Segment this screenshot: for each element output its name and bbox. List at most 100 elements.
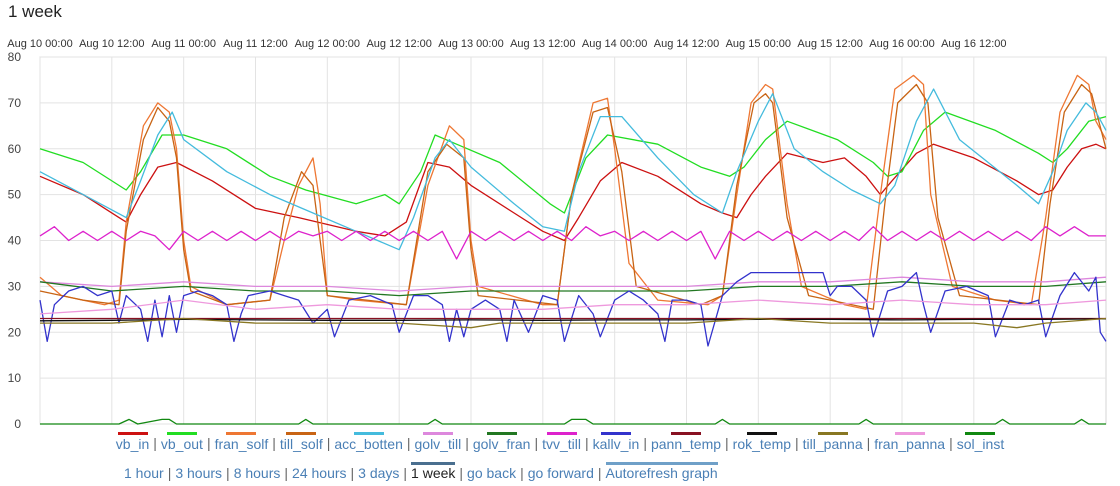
range-link-8-hours[interactable]: 8 hours (234, 462, 281, 481)
legend-swatch (117, 432, 148, 435)
range-link-24-hours[interactable]: 24 hours (292, 462, 346, 481)
legend-label: golv_till (414, 436, 462, 452)
range-indicator (605, 462, 718, 465)
x-tick-label: Aug 13 12:00 (510, 38, 575, 50)
legend-swatch (965, 432, 996, 435)
legend-item-golv-fran[interactable]: golv_fran (472, 432, 531, 452)
legend-separator: | (272, 435, 276, 451)
x-tick-label: Aug 11 12:00 (223, 38, 288, 50)
legend-separator: | (795, 435, 799, 451)
range-label: go back (467, 465, 517, 481)
page-title: 1 week (8, 2, 62, 21)
x-tick-label: Aug 10 12:00 (79, 38, 144, 50)
range-link-3-hours[interactable]: 3 hours (175, 462, 222, 481)
y-tick-label: 40 (8, 234, 22, 248)
legend-separator: | (725, 435, 729, 451)
legend-item-golv-till[interactable]: golv_till (414, 432, 462, 452)
legend-label: sol_inst (956, 436, 1005, 452)
range-link-go-back[interactable]: go back (467, 462, 516, 481)
range-link-3-days[interactable]: 3 days (358, 462, 399, 481)
legend-label: vb_out (160, 436, 203, 452)
legend-item-vb-in[interactable]: vb_in (116, 432, 149, 452)
legend-label: golv_fran (472, 436, 531, 452)
series-line-till-panna (40, 317, 1107, 329)
legend: vb_in | vb_out | fran_solf | till_solf | acc_bot… (0, 432, 1120, 452)
legend-label: till_panna (802, 436, 863, 452)
legend-item-pann-temp[interactable]: pann_temp (651, 432, 721, 452)
range-label: Autorefresh graph (605, 465, 718, 481)
legend-swatch (166, 432, 197, 435)
legend-swatch (671, 432, 701, 435)
series-line-fran-panna (39, 299, 1107, 315)
y-tick-label: 0 (14, 417, 21, 431)
range-link-1-hour[interactable]: 1 hour (124, 462, 164, 481)
legend-label: fran_solf (214, 436, 269, 452)
legend-swatch (486, 432, 517, 435)
legend-item-fran-solf[interactable]: fran_solf (214, 432, 269, 452)
y-tick-label: 70 (8, 96, 22, 110)
range-label: 3 days (358, 465, 400, 481)
y-tick-label: 60 (8, 142, 22, 156)
legend-label: till_solf (279, 436, 323, 452)
legend-swatch (422, 432, 453, 435)
legend-swatch (600, 432, 631, 435)
legend-separator: | (949, 435, 953, 451)
series-line-tvv-till (39, 226, 1106, 260)
range-separator: | (284, 465, 289, 481)
legend-swatch (746, 432, 777, 435)
x-tick-label: Aug 15 00:00 (726, 38, 791, 50)
legend-item-sol-inst[interactable]: sol_inst (957, 432, 1004, 452)
legend-swatch (286, 432, 317, 435)
time-range-nav: 1 hour | 3 hours | 8 hours | 24 hours | 3 days | 1… (124, 462, 718, 481)
legend-swatch (546, 432, 577, 435)
series-lines (39, 74, 1107, 425)
y-tick-label: 20 (8, 325, 22, 339)
series-line-kallv-in (39, 271, 1107, 347)
series-line-till-solf (39, 83, 1107, 310)
legend-item-acc-botten[interactable]: acc_botten (334, 432, 403, 452)
x-tick-label: Aug 16 00:00 (869, 38, 934, 50)
x-tick-label: Aug 14 12:00 (654, 38, 719, 50)
range-separator: | (167, 465, 172, 481)
range-link-go-forward[interactable]: go forward (528, 462, 594, 481)
series-line-vb-in (39, 143, 1107, 242)
range-separator: | (520, 465, 524, 481)
range-label: 1 week (411, 465, 456, 481)
x-tick-label: Aug 11 00:00 (151, 38, 216, 50)
legend-label: fran_panna (874, 436, 946, 452)
legend-separator: | (206, 435, 211, 451)
legend-swatch (226, 432, 257, 435)
legend-item-tvv-till[interactable]: tvv_till (542, 432, 581, 452)
range-separator: | (403, 465, 408, 481)
range-separator: | (350, 465, 355, 481)
range-link-autorefresh-graph[interactable]: Autorefresh graph (605, 462, 718, 481)
legend-separator: | (584, 435, 589, 451)
series-line-rok-temp (39, 318, 1107, 322)
legend-label: kallv_in (592, 436, 640, 452)
legend-separator: | (153, 435, 157, 451)
range-link-1-week[interactable]: 1 week (411, 462, 456, 481)
x-tick-label: Aug 12 12:00 (366, 38, 431, 50)
y-tick-label: 50 (8, 188, 22, 202)
legend-separator: | (534, 435, 539, 451)
series-line-golv-till (39, 276, 1107, 292)
legend-label: acc_botten (334, 436, 403, 452)
legend-swatch (894, 432, 925, 435)
legend-item-rok-temp[interactable]: rok_temp (733, 432, 791, 452)
legend-item-fran-panna[interactable]: fran_panna (874, 432, 945, 452)
y-tick-label: 80 (8, 50, 22, 64)
legend-swatch (353, 432, 384, 435)
legend-swatch (817, 432, 848, 435)
legend-label: rok_temp (732, 436, 792, 452)
y-tick-label: 10 (8, 371, 22, 385)
legend-item-till-panna[interactable]: till_panna (803, 432, 863, 452)
range-separator: | (459, 465, 464, 481)
legend-item-vb-out[interactable]: vb_out (161, 432, 203, 452)
legend-item-till-solf[interactable]: till_solf (280, 432, 323, 452)
legend-item-kallv-in[interactable]: kallv_in (592, 432, 640, 452)
series-line-acc-botten (39, 88, 1107, 251)
series-line-fran-solf (39, 74, 1107, 310)
range-label: 8 hours (233, 465, 281, 481)
range-label: 3 hours (175, 465, 223, 481)
